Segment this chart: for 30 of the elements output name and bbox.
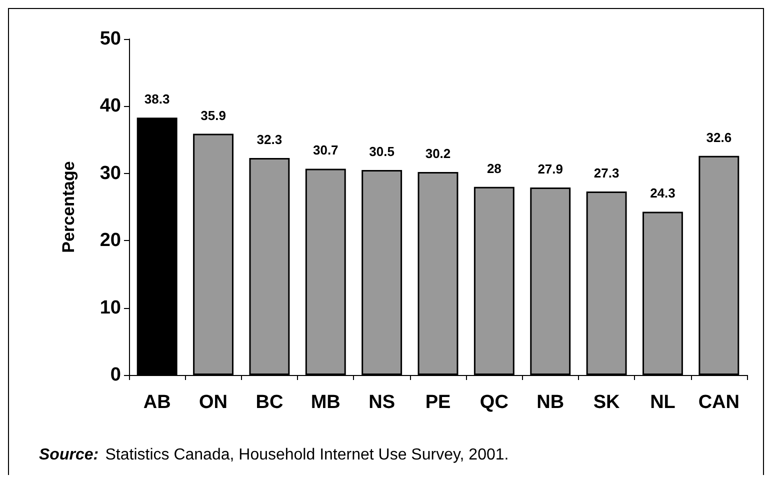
- data-label: 35.9: [200, 108, 226, 123]
- y-tick-label: 20: [100, 230, 121, 252]
- x-tick-label: BC: [256, 392, 284, 413]
- x-tick-label: MB: [310, 392, 340, 413]
- x-tick-label: ON: [199, 392, 228, 413]
- data-label: 28: [486, 160, 502, 176]
- data-label: 27.3: [594, 166, 620, 181]
- source-note: Source: Statistics Canada, Household Internet Use Survey, 2001.: [39, 446, 509, 464]
- data-label: 27.9: [538, 162, 564, 177]
- y-axis-title: Percentage: [59, 161, 78, 253]
- x-tick-label: CAN: [698, 392, 740, 413]
- x-tick-label: NS: [368, 392, 396, 413]
- y-tick-label: 10: [100, 297, 121, 318]
- data-label: 32.6: [706, 130, 732, 145]
- data-label: 24.3: [650, 186, 676, 201]
- y-tick-label: 30: [100, 162, 121, 184]
- data-label: 30.7: [312, 142, 338, 158]
- data-label: 32.3: [256, 132, 282, 147]
- y-tick-label: 0: [110, 364, 121, 386]
- x-tick-label: AB: [143, 392, 171, 413]
- x-tick-label: NB: [536, 392, 564, 413]
- y-tick-label: 50: [100, 28, 121, 50]
- y-tick-label: 40: [100, 96, 121, 117]
- data-label: 30.5: [369, 144, 394, 160]
- x-tick-label: QC: [480, 392, 509, 413]
- data-label: 30.2: [425, 146, 451, 162]
- x-tick-label: NL: [650, 392, 676, 413]
- x-tick-label: SK: [593, 392, 620, 413]
- x-tick-label: PE: [425, 392, 451, 413]
- data-label: 38.3: [144, 92, 170, 107]
